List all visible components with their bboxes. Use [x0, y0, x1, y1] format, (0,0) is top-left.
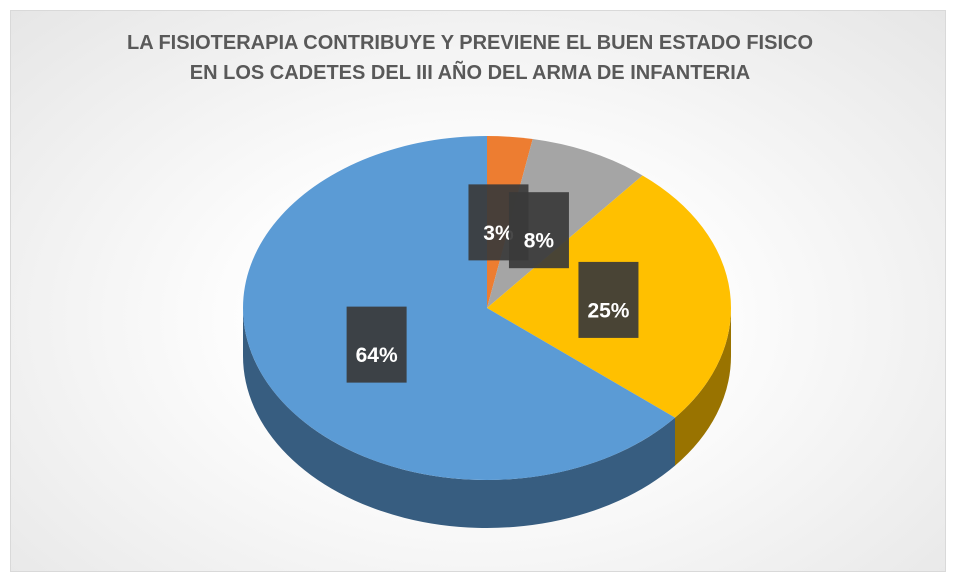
data-label: 64%	[356, 344, 398, 367]
data-label: 3%	[483, 222, 514, 245]
slice-side	[675, 308, 731, 466]
slice	[243, 136, 676, 480]
slice-side	[242, 308, 676, 528]
data-label-box	[346, 306, 407, 383]
data-label: 25%	[587, 299, 629, 322]
data-label-box	[578, 261, 639, 338]
chart-title: LA FISIOTERAPIA CONTRIBUYE Y PREVIENE EL…	[126, 32, 813, 84]
data-label: 8%	[524, 230, 555, 253]
data-label-box	[508, 192, 569, 269]
